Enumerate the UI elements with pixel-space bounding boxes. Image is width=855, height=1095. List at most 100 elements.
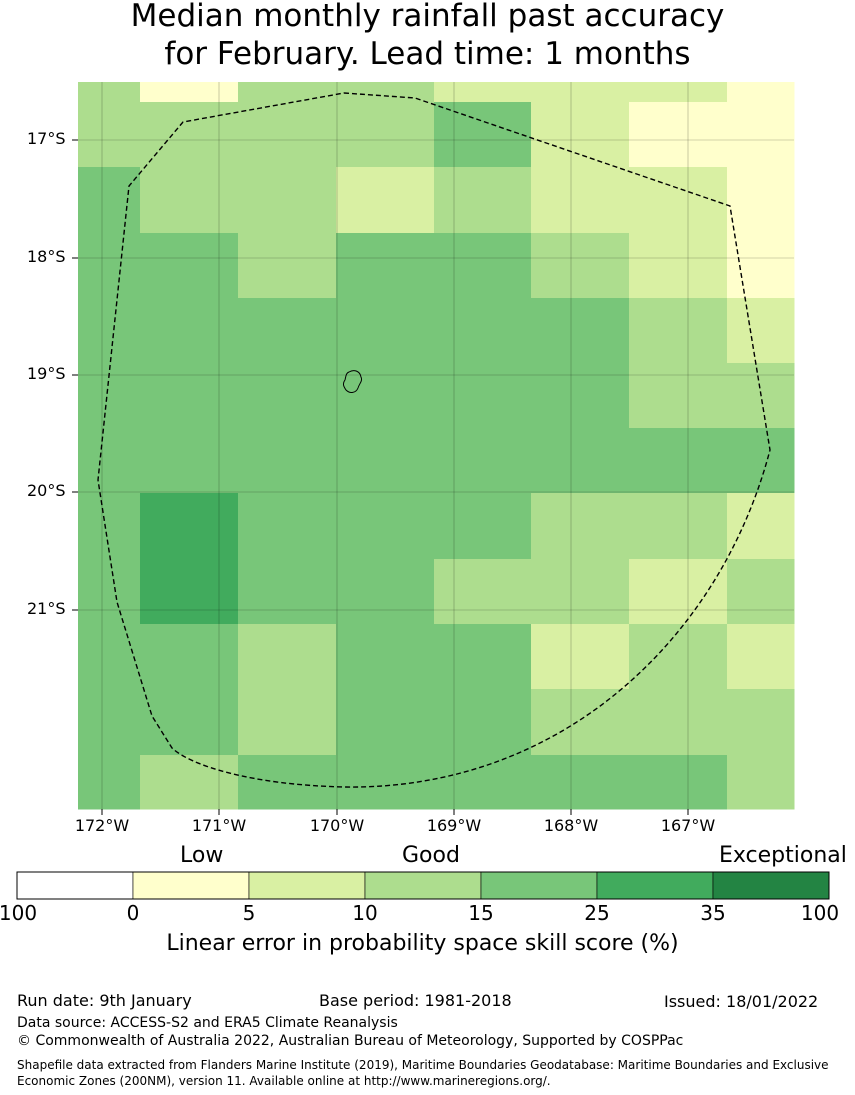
grid-cell: [727, 167, 795, 234]
grid-cell: [629, 363, 728, 429]
grid-cell: [336, 493, 435, 560]
grid-cell: [434, 493, 532, 560]
grid-cell: [336, 624, 435, 690]
grid-cell: [78, 102, 141, 168]
grid-cell: [78, 233, 141, 299]
colorbar-tick-5: 25: [584, 901, 610, 925]
grid-cell: [434, 689, 532, 756]
grid-cell: [336, 167, 435, 234]
lon-label-172w: 172°W: [74, 816, 130, 835]
lat-label-18s: 18°S: [27, 247, 66, 266]
colorbar: [16, 871, 830, 900]
grid-cell: [629, 428, 728, 494]
grid-cell: [434, 624, 532, 690]
grid-cell: [238, 689, 337, 756]
lat-label-17s: 17°S: [27, 129, 66, 148]
lon-label-169w: 169°W: [426, 816, 482, 835]
grid-cell: [140, 428, 239, 494]
grid-cell: [727, 428, 795, 494]
grid-cell: [78, 624, 141, 690]
grid-cell: [238, 493, 337, 560]
grid-cell: [629, 298, 728, 364]
lat-label-19s: 19°S: [27, 364, 66, 383]
grid-cell: [531, 755, 630, 810]
grid-cell: [531, 102, 630, 168]
grid-cell: [238, 233, 337, 299]
grid-cell: [434, 428, 532, 494]
grid-cell: [629, 493, 728, 560]
eez-boundary: [97, 92, 771, 788]
grid-cell: [78, 559, 141, 625]
colorbar-frame: [16, 871, 830, 900]
grid-cell: [629, 233, 728, 299]
colorbar-tick-4: 15: [468, 901, 494, 925]
category-exceptional: Exceptional: [719, 843, 847, 868]
grid-cell: [727, 102, 795, 168]
lat-label-20s: 20°S: [27, 481, 66, 500]
grid-cell: [140, 102, 239, 168]
skill-grid: [78, 82, 795, 810]
grid-cell: [629, 689, 728, 756]
grid-cell: [434, 167, 532, 234]
grid-cell: [531, 82, 630, 103]
grid-cell: [336, 363, 435, 429]
grid-cell: [78, 298, 141, 364]
map-title: Median monthly rainfall past accuracy fo…: [0, 0, 855, 73]
colorbar-segment: [712, 871, 830, 900]
niue-island-outline: [342, 370, 363, 393]
category-good: Good: [402, 843, 460, 868]
grid-cell: [629, 624, 728, 690]
grid-cell: [336, 233, 435, 299]
grid-cell: [727, 624, 795, 690]
grid-cell: [140, 233, 239, 299]
grid-cell: [434, 233, 532, 299]
grid-cell: [238, 363, 337, 429]
run-date: Run date: 9th January: [17, 991, 192, 1010]
grid-cell: [140, 624, 239, 690]
category-low: Low: [180, 843, 224, 868]
grid-cell: [531, 559, 630, 625]
colorbar-segment: [132, 871, 250, 900]
copyright: © Commonwealth of Australia 2022, Austra…: [17, 1033, 684, 1049]
grid-cell: [727, 689, 795, 756]
grid-cell: [727, 559, 795, 625]
colorbar-segment: [596, 871, 714, 900]
title-line-1: Median monthly rainfall past accuracy: [130, 0, 725, 34]
grid-cell: [140, 755, 239, 810]
grid-cell: [238, 559, 337, 625]
grid-cell: [78, 428, 141, 494]
colorbar-tick-2: 5: [242, 901, 256, 925]
grid-cell: [531, 689, 630, 756]
grid-cell: [78, 755, 141, 810]
grid-cell: [629, 82, 728, 103]
grid-cell: [140, 82, 239, 103]
colorbar-tick-0: 100: [0, 901, 38, 925]
grid-cell: [238, 428, 337, 494]
grid-cell: [336, 559, 435, 625]
issued-date: Issued: 18/01/2022: [664, 992, 819, 1011]
lon-label-170w: 170°W: [309, 816, 365, 835]
lon-label-167w: 167°W: [660, 816, 716, 835]
grid-cell: [336, 102, 435, 168]
colorbar-segment: [480, 871, 598, 900]
colorbar-tick-3: 10: [352, 901, 378, 925]
grid-cell: [727, 493, 795, 560]
colorbar-segment: [364, 871, 482, 900]
grid-cell: [140, 689, 239, 756]
colorbar-tick-1: 0: [126, 901, 140, 925]
grid-cell: [336, 428, 435, 494]
grid-cell: [531, 493, 630, 560]
grid-cell: [629, 102, 728, 168]
lat-label-21s: 21°S: [27, 599, 66, 618]
colorbar-tick-7: 100: [800, 901, 840, 925]
grid-cell: [140, 493, 239, 560]
grid-cell: [238, 298, 337, 364]
grid-cell: [140, 363, 239, 429]
grid-cell: [434, 298, 532, 364]
grid-cell: [727, 233, 795, 299]
grid-cell: [78, 167, 141, 234]
grid-cell: [727, 755, 795, 810]
grid-cell: [629, 755, 728, 810]
colorbar-tick-6: 35: [700, 901, 726, 925]
base-period: Base period: 1981-2018: [319, 991, 512, 1010]
